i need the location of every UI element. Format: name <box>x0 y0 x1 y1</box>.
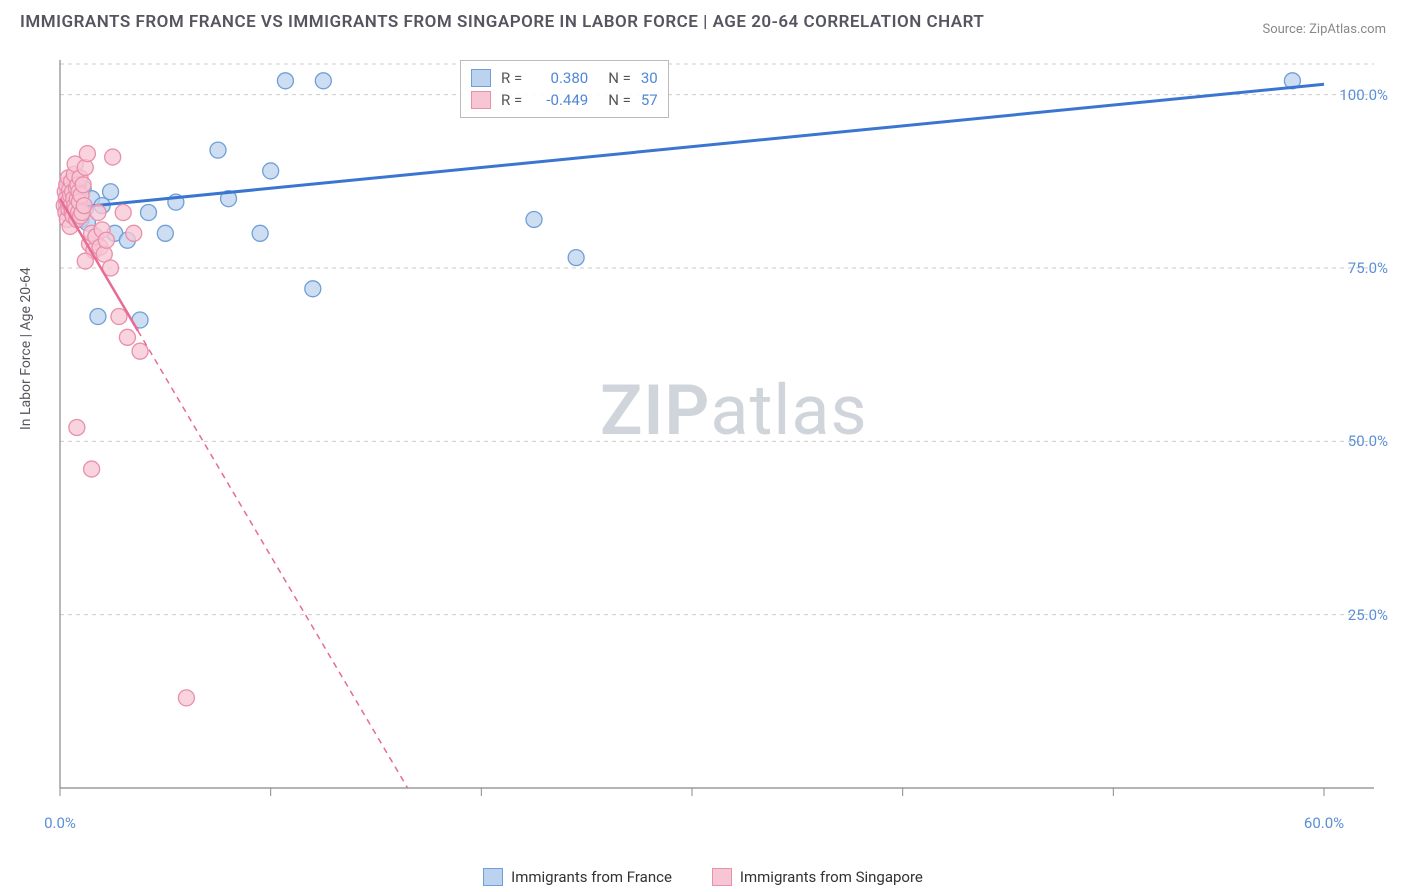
legend-item: Immigrants from Singapore <box>712 868 923 886</box>
series-legend: Immigrants from France Immigrants from Si… <box>0 868 1406 886</box>
scatter-plot <box>54 48 1386 828</box>
y-axis-title: In Labor Force | Age 20-64 <box>18 267 34 430</box>
n-value: 30 <box>641 67 658 89</box>
n-value: 57 <box>641 89 658 111</box>
y-tick-label: 25.0% <box>1348 606 1388 624</box>
r-value: -0.449 <box>532 89 588 111</box>
n-label: N = <box>608 89 631 111</box>
stats-legend-row: R = 0.380 N = 30 <box>471 67 658 89</box>
legend-label: Immigrants from France <box>511 868 672 886</box>
correlation-stats-legend: R = 0.380 N = 30 R = -0.449 N = 57 <box>460 60 669 118</box>
y-tick-label: 50.0% <box>1348 432 1388 450</box>
y-tick-label: 75.0% <box>1348 259 1388 277</box>
legend-swatch <box>471 91 491 109</box>
x-tick-label: 0.0% <box>44 814 76 832</box>
chart-svg <box>54 48 1386 828</box>
n-label: N = <box>608 67 631 89</box>
y-tick-label: 100.0% <box>1339 86 1388 104</box>
r-value: 0.380 <box>532 67 588 89</box>
source-attribution: Source: ZipAtlas.com <box>1262 22 1386 37</box>
legend-swatch <box>471 69 491 87</box>
legend-label: Immigrants from Singapore <box>740 868 923 886</box>
x-tick-label: 60.0% <box>1304 814 1344 832</box>
stats-legend-row: R = -0.449 N = 57 <box>471 89 658 111</box>
legend-swatch <box>712 868 732 886</box>
legend-swatch <box>483 868 503 886</box>
r-label: R = <box>501 67 522 89</box>
legend-item: Immigrants from France <box>483 868 672 886</box>
chart-title: IMMIGRANTS FROM FRANCE VS IMMIGRANTS FRO… <box>20 12 984 32</box>
r-label: R = <box>501 89 522 111</box>
